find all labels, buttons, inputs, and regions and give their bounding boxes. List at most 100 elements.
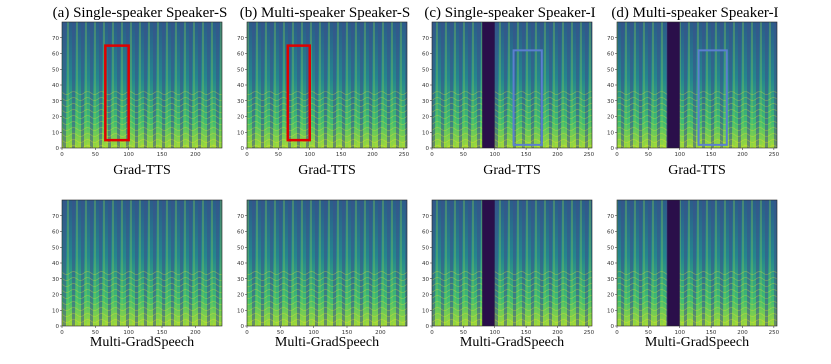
panel-caption: Multi-GradSpeech [460, 335, 564, 350]
y-tick-label: 30 [52, 99, 59, 105]
y-tick-label: 20 [607, 293, 614, 299]
panel-caption: Multi-GradSpeech [645, 335, 749, 350]
y-tick-label: 50 [422, 67, 429, 73]
spectrogram-harmonics [432, 269, 592, 326]
y-tick-label: 0 [426, 324, 430, 330]
y-tick-label: 70 [52, 214, 59, 220]
x-tick-label: 200 [190, 330, 201, 336]
y-tick-label: 60 [607, 52, 614, 58]
y-tick-label: 50 [607, 245, 614, 251]
y-tick-label: 40 [237, 83, 244, 89]
spectrogram-harmonics [247, 91, 407, 148]
y-tick-label: 0 [241, 146, 245, 152]
silence-band [667, 200, 680, 326]
x-tick-label: 250 [584, 152, 595, 158]
panel-caption: Multi-GradSpeech [275, 335, 379, 350]
x-tick-label: 50 [645, 330, 652, 336]
x-tick-label: 50 [460, 330, 467, 336]
y-tick-label: 70 [52, 36, 59, 42]
y-tick-label: 70 [237, 214, 244, 220]
x-tick-label: 0 [430, 152, 434, 158]
x-tick-label: 200 [552, 152, 563, 158]
x-tick-label: 100 [308, 330, 319, 336]
y-tick-label: 60 [52, 52, 59, 58]
y-tick-label: 40 [52, 261, 59, 267]
y-tick-label: 20 [237, 293, 244, 299]
x-tick-label: 150 [157, 330, 168, 336]
y-tick-label: 30 [237, 277, 244, 283]
x-tick-label: 250 [584, 330, 595, 336]
x-tick-label: 50 [645, 152, 652, 158]
x-tick-label: 0 [615, 152, 619, 158]
spectrogram-harmonics [247, 269, 407, 326]
y-tick-label: 50 [237, 67, 244, 73]
x-tick-label: 250 [399, 152, 410, 158]
spectrogram-harmonics [617, 269, 777, 326]
y-tick-label: 70 [607, 36, 614, 42]
y-tick-label: 50 [237, 245, 244, 251]
y-tick-label: 0 [611, 146, 615, 152]
x-tick-label: 250 [769, 152, 780, 158]
silence-band [482, 200, 495, 326]
y-tick-label: 50 [52, 67, 59, 73]
y-tick-label: 20 [52, 115, 59, 121]
y-tick-label: 30 [607, 99, 614, 105]
x-tick-label: 0 [430, 330, 434, 336]
y-tick-label: 70 [607, 214, 614, 220]
x-tick-label: 200 [375, 330, 386, 336]
y-tick-label: 60 [607, 230, 614, 236]
spectrogram-harmonics [62, 91, 222, 148]
y-tick-label: 40 [422, 83, 429, 89]
x-tick-label: 50 [92, 152, 99, 158]
y-tick-label: 20 [422, 115, 429, 121]
highlight-box [697, 49, 728, 146]
y-tick-label: 50 [52, 245, 59, 251]
x-tick-label: 0 [615, 330, 619, 336]
panel-title: (b) Multi-speaker Speaker-S [240, 5, 410, 21]
y-tick-label: 40 [607, 261, 614, 267]
y-tick-label: 0 [56, 324, 60, 330]
x-tick-label: 200 [552, 330, 563, 336]
y-tick-label: 60 [237, 52, 244, 58]
x-tick-label: 50 [275, 152, 282, 158]
x-tick-label: 100 [304, 152, 315, 158]
x-tick-label: 150 [521, 152, 532, 158]
highlight-box [286, 44, 311, 142]
x-tick-label: 0 [60, 330, 64, 336]
panel-caption: Multi-GradSpeech [90, 335, 194, 350]
spectrogram-harmonics [432, 91, 592, 148]
spectrogram-harmonics [617, 91, 777, 148]
panel-title: (c) Single-speaker Speaker-I [424, 5, 595, 21]
panel-caption: Grad-TTS [113, 163, 171, 178]
y-tick-label: 20 [52, 293, 59, 299]
y-tick-label: 30 [52, 277, 59, 283]
y-tick-label: 60 [422, 230, 429, 236]
y-tick-label: 60 [237, 230, 244, 236]
x-tick-label: 100 [489, 152, 500, 158]
x-tick-label: 100 [123, 330, 134, 336]
y-tick-label: 30 [422, 277, 429, 283]
x-tick-label: 100 [674, 330, 685, 336]
silence-band [667, 22, 680, 148]
y-tick-label: 10 [607, 130, 614, 136]
panel-title: (d) Multi-speaker Speaker-I [611, 5, 778, 21]
panel-caption: Grad-TTS [483, 163, 541, 178]
y-tick-label: 20 [607, 115, 614, 121]
y-tick-label: 0 [56, 146, 60, 152]
spectrogram-harmonics [62, 269, 222, 326]
x-tick-label: 50 [277, 330, 284, 336]
y-tick-label: 10 [52, 130, 59, 136]
panel-title: (a) Single-speaker Speaker-S [53, 5, 228, 21]
x-tick-label: 50 [92, 330, 99, 336]
y-tick-label: 40 [422, 261, 429, 267]
x-tick-label: 200 [190, 152, 201, 158]
y-tick-label: 0 [611, 324, 615, 330]
y-tick-label: 30 [607, 277, 614, 283]
x-tick-label: 150 [157, 152, 168, 158]
x-tick-label: 150 [706, 152, 717, 158]
highlight-box [104, 44, 130, 142]
y-tick-label: 10 [52, 308, 59, 314]
x-tick-label: 150 [342, 330, 353, 336]
x-tick-label: 200 [367, 152, 378, 158]
